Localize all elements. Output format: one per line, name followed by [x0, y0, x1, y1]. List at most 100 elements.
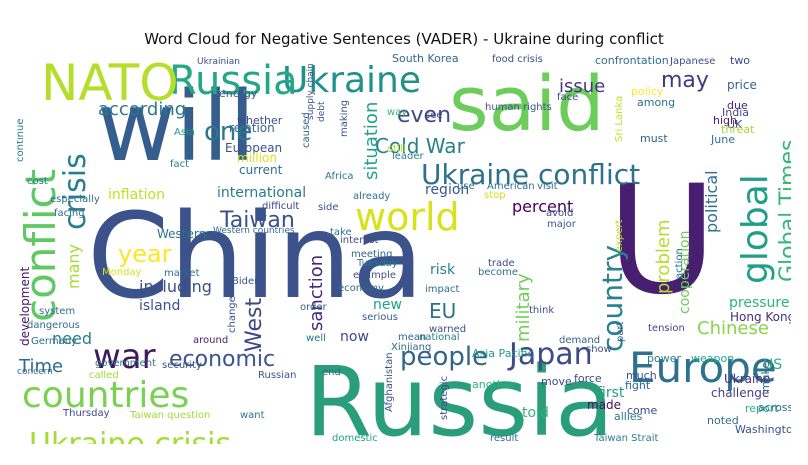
word-see: see: [425, 110, 443, 121]
word-already: already: [353, 191, 390, 202]
word-make: make: [759, 362, 772, 392]
word-supply-chain: supply chain: [306, 63, 316, 120]
word-called: called: [89, 370, 119, 381]
word-according: according: [98, 99, 186, 120]
word-told: told: [522, 405, 549, 421]
word-may: may: [661, 68, 709, 93]
word-time: Time: [18, 356, 63, 377]
word-war: war: [93, 337, 156, 377]
word-eu: EU: [429, 299, 456, 323]
word-action: action: [674, 248, 685, 279]
word-russian: Russian: [258, 370, 297, 381]
word-will: will: [97, 71, 256, 183]
word-current: current: [239, 163, 283, 177]
word-european: European: [225, 141, 282, 155]
word-stop: stop: [484, 190, 506, 201]
word-domestic: domestic: [332, 433, 378, 444]
word-chinese: Chinese: [697, 318, 769, 339]
word-system: system: [39, 306, 75, 317]
word-africa: Africa: [325, 171, 354, 182]
word-afghanistan: Afghanistan: [384, 352, 395, 412]
word-relation: relation: [229, 121, 275, 135]
word-tension: tension: [648, 323, 685, 334]
word-ukraine: Ukraine: [724, 372, 770, 386]
word-china: China: [87, 187, 424, 325]
word-end: end: [322, 367, 341, 378]
word-risk: risk: [430, 262, 456, 278]
word-japanese: Japanese: [669, 56, 715, 67]
word-warned: warned: [429, 324, 466, 335]
word-hong-kong: Hong Kong: [730, 310, 791, 324]
word-sri-lanka: Sri Lanka: [614, 96, 625, 142]
word-among: among: [637, 96, 675, 109]
word-global-times: Global Times: [776, 140, 791, 282]
word-nato: NATO: [41, 54, 179, 112]
word-development: development: [18, 267, 32, 346]
word-military: military: [513, 273, 534, 342]
word-including: including: [139, 277, 212, 296]
word-russia: Russia: [169, 58, 298, 104]
word-ukrainian: Ukrainian: [197, 57, 240, 67]
word-across: across: [758, 401, 791, 414]
word-become: become: [478, 267, 518, 278]
word-way: way: [387, 107, 407, 118]
word-thursday: Thursday: [62, 408, 110, 419]
word-asia: Asia: [174, 127, 195, 138]
word-issue: issue: [559, 76, 605, 97]
word-said: said: [449, 59, 605, 148]
word-power: power: [647, 352, 681, 365]
word-biden: Biden: [232, 276, 260, 287]
word-making: making: [339, 100, 350, 137]
word-part: part: [615, 321, 626, 342]
word-taiwan-question: Taiwan question: [129, 410, 210, 421]
word-take: take: [330, 227, 352, 238]
word-avoid: avoid: [546, 208, 573, 219]
word-ukraine: Ukraine: [282, 60, 421, 101]
word-example: example: [353, 270, 396, 281]
word-new: new: [373, 297, 402, 313]
word-come: come: [627, 404, 657, 417]
word-conflict: conflict: [17, 169, 65, 322]
word-global: global: [735, 174, 776, 284]
word-even: even: [397, 103, 451, 128]
word-people: people: [400, 342, 488, 372]
word-around: around: [193, 335, 228, 346]
word-crisis: crisis: [58, 153, 93, 230]
word-international: international: [217, 185, 306, 201]
word-taiwan: Taiwan: [219, 208, 295, 233]
word-need: need: [52, 329, 92, 348]
word-caused: caused: [301, 112, 312, 148]
word-europe: Europe: [629, 343, 777, 392]
word-food-crisis: food crisis: [492, 54, 543, 65]
word-western-countries: Western countries: [213, 226, 295, 236]
word-challenge: challenge: [711, 386, 769, 400]
word-problem: problem: [653, 220, 674, 294]
word-world: world: [355, 195, 460, 239]
word-especially: especially: [50, 194, 100, 205]
word-high: high: [713, 114, 737, 127]
word-still: still: [387, 142, 406, 155]
word-many: many: [64, 244, 83, 289]
word-economy: economy: [338, 283, 384, 294]
word-face: face: [557, 92, 578, 103]
word-facing: facing: [54, 208, 85, 219]
word-side: side: [318, 202, 339, 213]
word-fight: fight: [625, 379, 651, 392]
word-one: one: [204, 117, 252, 147]
word-economic: economic: [169, 347, 275, 372]
word-fact: fact: [170, 159, 189, 170]
word-mean: mean: [398, 332, 426, 343]
word-continue: continue: [17, 119, 26, 162]
word-japan: Japan: [507, 337, 593, 372]
word-ukraine-crisis: Ukraine crisis: [29, 427, 231, 444]
word-germany: Germany: [31, 336, 77, 347]
word-another: another: [472, 378, 515, 391]
word-trade: trade: [488, 258, 515, 269]
word-move: move: [541, 375, 572, 388]
word-strategic: strategic: [439, 376, 450, 420]
word-threat: threat: [721, 123, 755, 136]
word-two: two: [730, 54, 750, 67]
word-market: market: [164, 268, 200, 279]
word-us: US: [763, 357, 782, 373]
word-countries: countries: [22, 375, 189, 416]
